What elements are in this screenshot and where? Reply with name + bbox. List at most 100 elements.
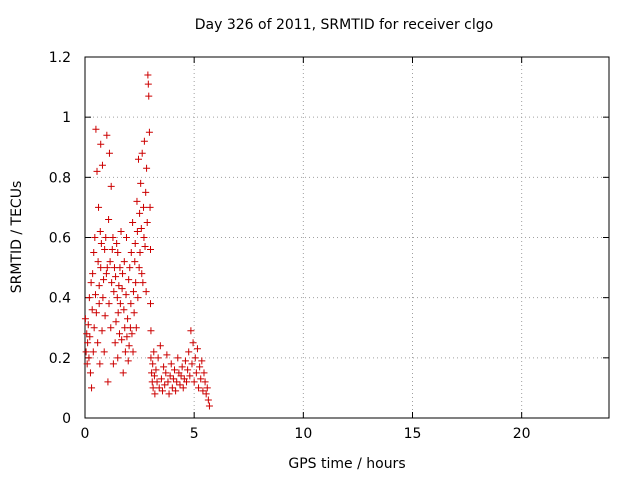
data-point: [198, 357, 206, 365]
data-point: [162, 369, 170, 377]
data-point: [173, 378, 181, 386]
data-point: [114, 249, 122, 257]
data-point: [195, 384, 203, 392]
data-point: [157, 375, 165, 383]
data-point: [122, 234, 130, 241]
y-tick-label: 0.8: [49, 170, 71, 186]
data-point: [145, 128, 153, 136]
data-point: [110, 288, 118, 296]
data-point: [90, 324, 98, 332]
data-point: [129, 288, 137, 296]
x-tick-label: 0: [81, 426, 90, 442]
data-point: [164, 378, 172, 386]
data-point: [181, 357, 189, 365]
data-point: [125, 342, 133, 350]
data-point: [120, 306, 128, 314]
data-point: [114, 309, 122, 317]
data-point: [150, 372, 158, 380]
data-point: [133, 227, 141, 235]
data-point: [100, 276, 108, 284]
data-point: [107, 324, 115, 332]
data-point: [140, 137, 148, 145]
data-point: [129, 218, 137, 226]
data-point: [155, 384, 163, 392]
data-point: [131, 258, 139, 266]
data-point: [152, 366, 160, 374]
data-point: [92, 125, 100, 133]
data-point: [88, 306, 96, 314]
x-tick-label: 15: [404, 426, 422, 442]
y-tick-label: 0.6: [49, 231, 71, 247]
data-point: [128, 330, 136, 338]
data-point: [89, 270, 97, 278]
data-point: [201, 378, 209, 386]
data-point: [126, 324, 134, 332]
data-point: [149, 360, 157, 368]
data-point: [185, 348, 193, 356]
data-point: [139, 279, 147, 287]
data-point: [114, 354, 122, 362]
data-point: [97, 140, 105, 148]
x-axis-label: GPS time / hours: [288, 456, 406, 472]
data-point: [98, 161, 106, 169]
data-point: [96, 360, 104, 368]
data-point: [101, 312, 109, 320]
data-point: [140, 203, 148, 211]
data-point: [193, 345, 201, 353]
data-point: [112, 318, 120, 326]
data-point: [163, 351, 171, 359]
data-point: [129, 348, 137, 356]
data-point: [119, 270, 127, 278]
data-point: [127, 300, 135, 308]
data-point: [148, 369, 156, 377]
data-point: [86, 369, 94, 377]
data-point: [171, 366, 179, 374]
data-point: [140, 234, 148, 241]
data-point: [82, 348, 90, 356]
data-point: [154, 354, 162, 362]
data-point: [200, 369, 208, 377]
data-point: [98, 327, 106, 335]
data-point: [92, 309, 100, 317]
data-point: [91, 234, 99, 241]
data-point: [150, 348, 158, 356]
data-point: [136, 249, 144, 257]
data-point: [95, 203, 103, 211]
data-point: [124, 315, 132, 323]
data-point: [115, 330, 123, 338]
data-point: [88, 384, 96, 392]
data-point: [84, 339, 92, 347]
data-point: [131, 240, 139, 248]
x-tick-label: 10: [294, 426, 312, 442]
data-point: [130, 309, 138, 317]
data-point: [184, 366, 192, 374]
data-point: [183, 378, 191, 386]
data-point: [109, 234, 117, 241]
data-point: [202, 390, 210, 398]
data-point: [119, 369, 127, 377]
data-point: [97, 264, 105, 272]
data-point: [108, 246, 116, 254]
data-point: [168, 384, 176, 392]
data-point: [123, 333, 131, 341]
data-point: [205, 402, 213, 410]
data-point: [151, 390, 159, 398]
data-point: [160, 363, 168, 371]
data-point: [176, 381, 184, 389]
data-point: [189, 339, 197, 347]
data-point: [104, 378, 112, 386]
data-point: [147, 354, 155, 362]
data-point: [153, 378, 161, 386]
y-tick-label: 0.2: [49, 351, 71, 367]
data-point: [87, 279, 95, 287]
data-point: [138, 270, 146, 278]
data-point: [113, 294, 121, 302]
data-point: [94, 339, 102, 347]
data-point: [108, 279, 116, 287]
data-point: [177, 372, 185, 380]
data-point: [118, 336, 126, 344]
data-point: [143, 164, 151, 172]
data-point: [122, 291, 130, 299]
data-point: [96, 227, 104, 235]
